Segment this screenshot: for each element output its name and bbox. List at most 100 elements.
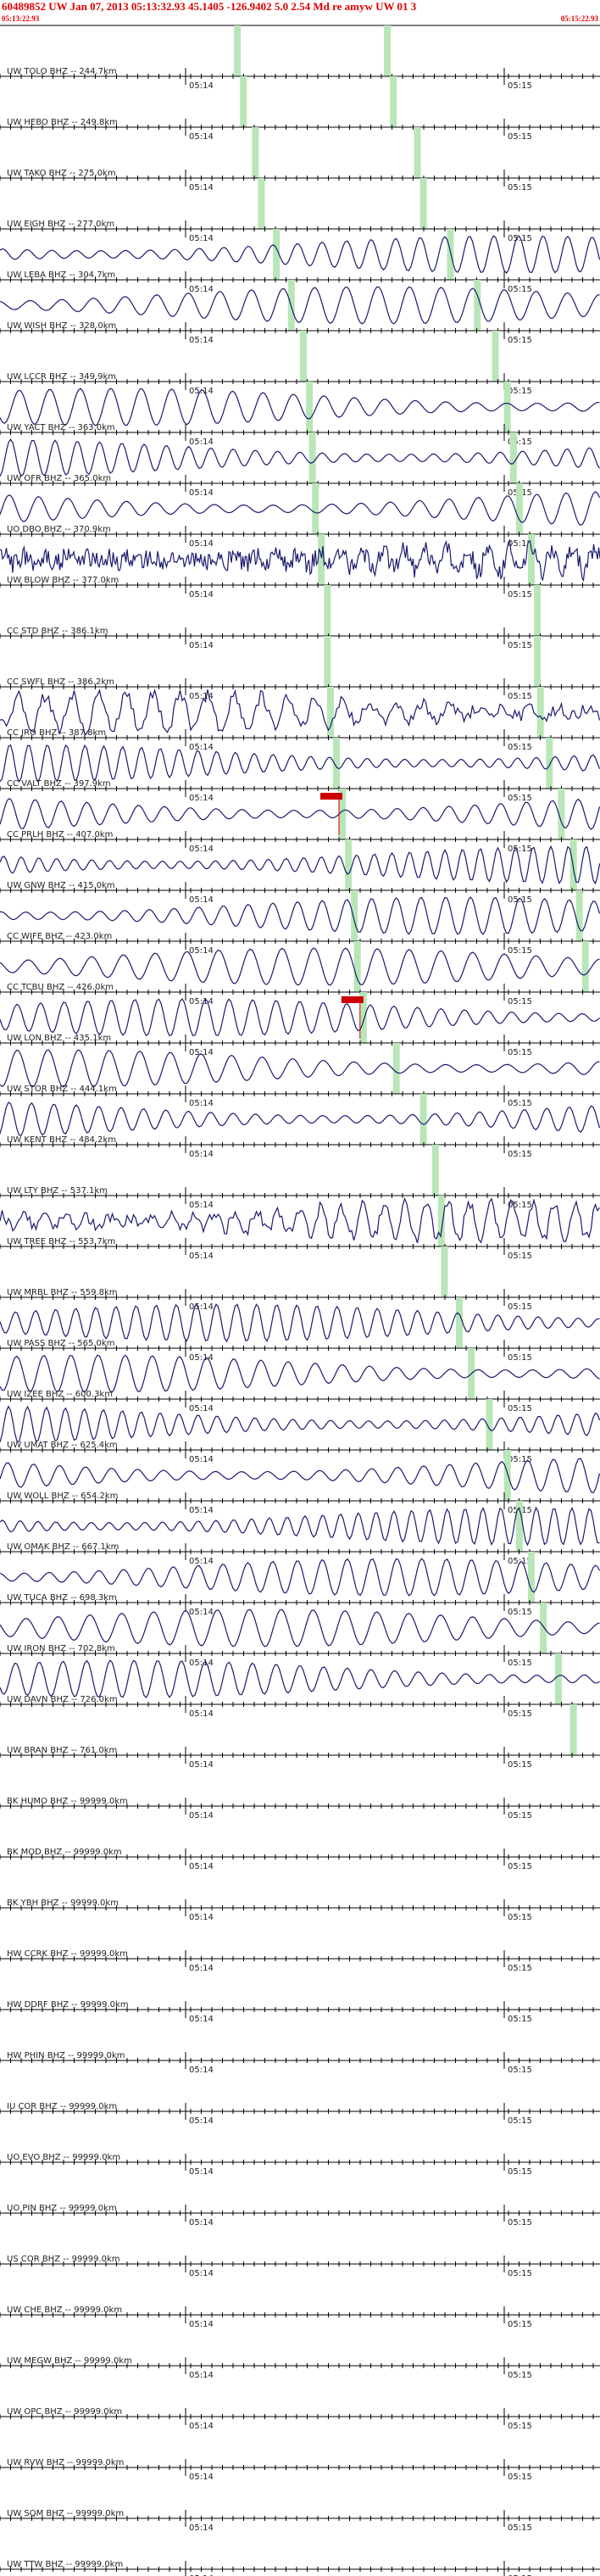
p-pick-window: [486, 1399, 493, 1450]
minute-label: 05:14: [189, 438, 214, 447]
p-pick-window: [258, 178, 265, 229]
minute-label: 05:14: [189, 336, 214, 345]
minute-label: 05:14: [189, 1150, 214, 1159]
minute-label: 05:14: [189, 1862, 214, 1871]
minute-label: 05:15: [508, 1353, 532, 1363]
p-pick-window: [332, 738, 340, 789]
s-pick-window: [536, 687, 544, 738]
trace-waveform: [0, 896, 600, 935]
s-pick-window: [558, 789, 565, 839]
minute-label: 05:15: [508, 2422, 532, 2431]
end-time: 05:15:22.93: [560, 14, 598, 23]
station-label: UW CHE BHZ -- 99999.0km: [7, 2306, 122, 2315]
minute-label: 05:14: [189, 1455, 214, 1464]
s-pick-window: [447, 229, 454, 280]
minute-label: 05:14: [189, 1048, 214, 1057]
p-pick-window: [345, 839, 353, 890]
minute-label: 05:14: [189, 794, 214, 803]
minute-label: 05:15: [508, 1964, 532, 1973]
minute-label: 05:15: [508, 794, 532, 803]
event-title: 60489852 UW Jan 07, 2013 05:13:32.93 45.…: [2, 0, 417, 13]
trace-waveform: [0, 1354, 600, 1393]
station-label: UO PIN BHZ -- 99999.0km: [7, 2204, 117, 2213]
station-label: CC PRLH BHZ -- 407.0km: [7, 830, 113, 839]
trace-waveform: [0, 1506, 600, 1547]
minute-label: 05:14: [189, 2574, 214, 2576]
minute-label: 05:15: [508, 132, 532, 142]
station-label: BK HUMO BHZ -- 99999.0km: [7, 1797, 128, 1806]
minute-label: 05:14: [189, 183, 214, 192]
s-pick-window: [414, 127, 421, 178]
p-pick-window: [308, 432, 316, 483]
station-label: UW STOR BHZ -- 444.1km: [7, 1084, 117, 1094]
station-label: UO EVO BHZ -- 99999.0km: [7, 2153, 120, 2162]
record-header: 60489852 UW Jan 07, 2013 05:13:32.93 45.…: [0, 0, 600, 31]
p-pick-window: [300, 331, 307, 382]
minute-label: 05:15: [508, 336, 532, 345]
minute-label: 05:15: [508, 895, 532, 905]
p-pick-window: [419, 1094, 427, 1145]
p-pick-window: [359, 992, 367, 1043]
minute-label: 05:15: [508, 2574, 532, 2576]
minute-label: 05:15: [508, 2116, 532, 2126]
trace-waveform: [0, 538, 600, 583]
trace-waveform: [0, 1609, 600, 1648]
minute-label: 05:14: [189, 2371, 214, 2380]
pick-marker: [320, 793, 342, 800]
minute-label: 05:14: [189, 1709, 214, 1719]
minute-label: 05:15: [508, 2473, 532, 2482]
pick-marker: [341, 996, 364, 1003]
minute-label: 05:15: [508, 2167, 532, 2177]
p-pick-window: [324, 636, 331, 687]
station-label: UW BLOW BHZ -- 377.0km: [7, 576, 119, 585]
trace-waveform: [0, 1659, 600, 1698]
minute-label: 05:15: [508, 234, 532, 243]
minute-label: 05:14: [189, 1557, 214, 1566]
station-label: CC WIFE BHZ -- 423.0km: [7, 932, 112, 941]
trace-waveform: [0, 998, 600, 1037]
minute-label: 05:15: [508, 1557, 532, 1566]
station-label: BK MOD BHZ -- 99999.0km: [7, 1848, 122, 1857]
station-label: UW UMAT BHZ -- 625.4km: [7, 1441, 118, 1450]
trace-waveform: [0, 1405, 600, 1442]
station-label: HW CCRK BHZ -- 99999.0km: [7, 1949, 128, 1959]
minute-label: 05:14: [189, 1201, 214, 1210]
minute-label: 05:15: [508, 183, 532, 192]
p-pick-window: [431, 1145, 439, 1196]
minute-label: 05:14: [189, 1964, 214, 1973]
minute-label: 05:15: [508, 1760, 532, 1770]
minute-label: 05:14: [189, 1760, 214, 1770]
station-label: UW MRBL BHZ -- 559.8km: [7, 1288, 118, 1297]
station-label: IU COR BHZ -- 99999.0km: [7, 2102, 117, 2111]
minute-label: 05:14: [189, 895, 214, 905]
station-label: UW PASS BHZ -- 565.0km: [7, 1339, 114, 1348]
minute-label: 05:14: [189, 1608, 214, 1617]
minute-label: 05:14: [189, 539, 214, 549]
minute-label: 05:15: [508, 2066, 532, 2075]
minute-label: 05:15: [508, 946, 532, 956]
trace-waveform: [0, 1303, 600, 1343]
p-pick-window: [540, 1603, 547, 1653]
p-pick-window: [351, 890, 358, 941]
trace-waveform: [0, 286, 600, 325]
minute-label: 05:14: [189, 2015, 214, 2024]
trace-waveform: [0, 1458, 600, 1494]
minute-label: 05:15: [508, 743, 532, 752]
station-label: UW LTY BHZ -- 537.1km: [7, 1186, 108, 1196]
p-pick-window: [515, 1501, 523, 1552]
minute-label: 05:14: [189, 387, 214, 396]
station-label: UW MEGW BHZ -- 99999.0km: [7, 2356, 132, 2366]
minute-label: 05:15: [508, 1252, 532, 1261]
trace-waveform: [0, 235, 600, 274]
trace-waveform: [0, 845, 600, 885]
minute-label: 05:14: [189, 1811, 214, 1820]
minute-label: 05:15: [508, 641, 532, 650]
station-label: UW EIGH BHZ -- 277.0km: [7, 220, 114, 229]
minute-label: 05:14: [189, 2066, 214, 2075]
s-pick-window: [534, 585, 542, 636]
minute-label: 05:14: [189, 81, 214, 91]
minute-label: 05:15: [508, 1709, 532, 1719]
trace-waveform: [0, 1558, 600, 1597]
minute-label: 05:15: [508, 845, 532, 854]
s-pick-window: [474, 280, 481, 331]
